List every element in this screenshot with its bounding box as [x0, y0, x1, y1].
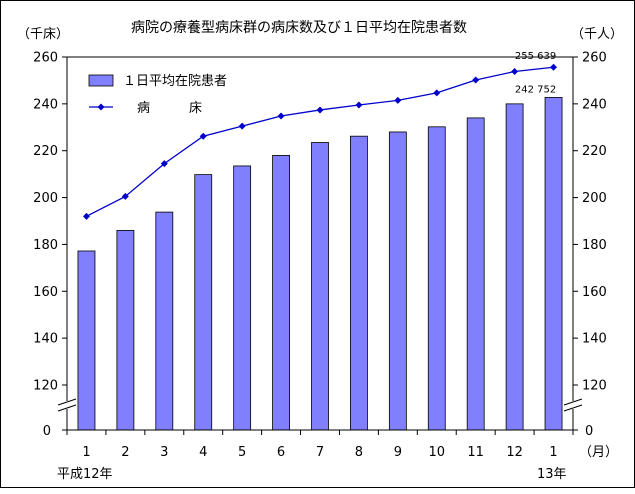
x-tick-label: 10: [428, 445, 445, 460]
chart-title: 病院の療養型病床群の病床数及び１日平均在院患者数: [131, 19, 467, 36]
bar: [311, 142, 329, 431]
legend-line-marker: [97, 103, 105, 111]
left-axis-break-mark: [57, 398, 77, 406]
left-axis-zero-label: 0: [43, 424, 51, 439]
bar: [155, 211, 174, 431]
left-axis-break-gap: [57, 401, 77, 409]
bar: [544, 97, 563, 431]
right-y-tick-label: 260: [582, 51, 607, 66]
line-point: [355, 101, 363, 109]
left-axis-break-mark: [57, 404, 77, 412]
left-y-tick-label: 260: [33, 51, 58, 66]
right-y-tick-label: 240: [582, 97, 607, 112]
bar: [116, 229, 135, 431]
left-y-tick-label: 120: [33, 379, 58, 394]
right-axis-unit: （千人）: [571, 27, 623, 42]
left-y-tick-label: 160: [33, 285, 58, 300]
x-axis-unit: （月）: [579, 445, 618, 460]
x-tick-label: 12: [506, 445, 523, 460]
line-point: [199, 132, 207, 140]
line-point: [511, 68, 519, 76]
right-y-tick-label: 220: [582, 144, 607, 159]
x-tick-label: 6: [277, 445, 285, 460]
line-point: [238, 122, 246, 130]
left-y-tick-label: 220: [33, 144, 58, 159]
x-tick-label: 8: [355, 445, 363, 460]
right-axis-break-mark: [563, 404, 583, 412]
legend-line-label: 病 床: [137, 101, 202, 116]
left-y-tick-label: 180: [33, 238, 58, 253]
year-label-start: 平成12年: [57, 467, 113, 482]
left-y-tick-label: 240: [33, 97, 58, 112]
line-data-label: 255 639: [515, 51, 556, 62]
left-y-tick-label: 140: [33, 332, 58, 347]
legend-bar-swatch: [88, 74, 114, 87]
bar-data-label: 242 752: [515, 84, 556, 95]
line-point: [472, 76, 480, 84]
year-label-end: 13年: [537, 467, 567, 482]
left-y-tick-label: 200: [33, 191, 58, 206]
bar: [233, 165, 252, 431]
bar: [427, 126, 446, 431]
right-axis-zero-label: 0: [585, 424, 593, 439]
bar: [466, 117, 485, 431]
line-point: [82, 212, 90, 220]
bar: [272, 154, 290, 431]
bar: [350, 135, 368, 431]
right-y-tick-label: 120: [582, 379, 607, 394]
right-y-tick-label: 140: [582, 332, 607, 347]
x-tick-label: 3: [160, 445, 168, 460]
bar: [194, 174, 213, 431]
line-point: [121, 192, 129, 200]
legend-bar-label: １日平均在院患者: [123, 74, 227, 89]
line-point: [433, 89, 441, 97]
x-tick-label: 2: [121, 445, 129, 460]
left-axis-unit: （千床）: [17, 27, 69, 42]
right-axis-break-gap: [563, 401, 583, 409]
line-point: [550, 63, 558, 71]
x-tick-label: 9: [394, 445, 402, 460]
line-point: [316, 106, 324, 114]
line-point: [394, 96, 402, 104]
bar: [505, 103, 524, 431]
line-point: [160, 160, 168, 168]
x-tick-label: 5: [238, 445, 246, 460]
bar: [388, 131, 407, 431]
x-tick-label: 1: [549, 445, 557, 460]
right-axis-break-mark: [563, 398, 583, 406]
x-tick-label: 11: [467, 445, 484, 460]
right-y-tick-label: 200: [582, 191, 607, 206]
right-y-tick-label: 160: [582, 285, 607, 300]
x-tick-label: 4: [199, 445, 207, 460]
line-point: [277, 112, 285, 120]
bar: [77, 250, 96, 431]
right-y-tick-label: 180: [582, 238, 607, 253]
x-tick-label: 7: [316, 445, 324, 460]
x-tick-label: 1: [82, 445, 90, 460]
